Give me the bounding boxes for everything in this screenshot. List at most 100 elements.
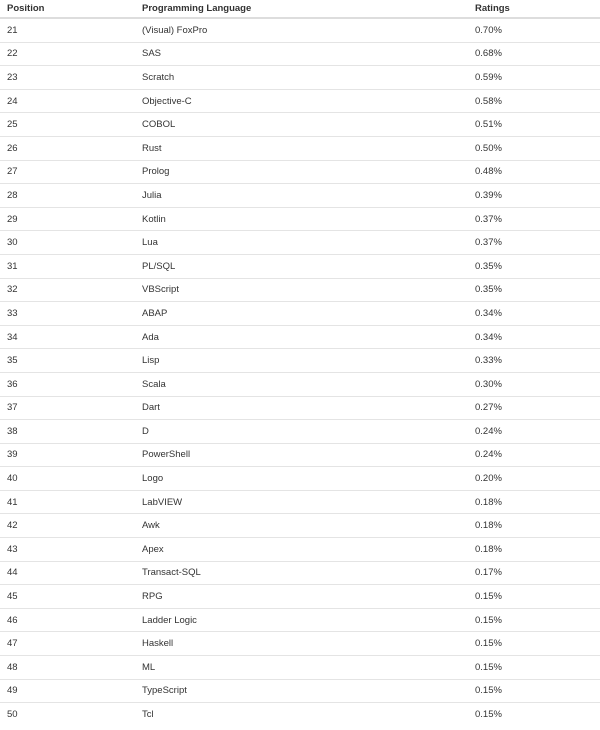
position-cell: 40 — [0, 466, 135, 491]
table-row: 31 PL/SQL 0.35% — [0, 253, 600, 279]
rating-cell: 0.20% — [468, 466, 600, 491]
position-cell: 49 — [0, 678, 135, 703]
table-row: 26 Rust 0.50% — [0, 135, 600, 161]
position-cell: 35 — [0, 348, 135, 373]
position-cell: 37 — [0, 395, 135, 420]
language-cell: TypeScript — [135, 678, 468, 703]
table-row: 37 Dart 0.27% — [0, 395, 600, 420]
table-row: 22 SAS 0.68% — [0, 41, 600, 66]
table-row: 39 PowerShell 0.24% — [0, 442, 600, 467]
position-cell: 50 — [0, 702, 135, 726]
rating-cell: 0.59% — [468, 65, 600, 90]
language-cell: Tcl — [135, 702, 468, 726]
table-row: 23 Scratch 0.59% — [0, 65, 600, 90]
rating-cell: 0.18% — [468, 489, 600, 514]
table-row: 47 Haskell 0.15% — [0, 631, 600, 656]
rating-cell: 0.68% — [468, 41, 600, 66]
position-cell: 32 — [0, 277, 135, 302]
table-row: 43 Apex 0.18% — [0, 537, 600, 562]
table-row: 42 Awk 0.18% — [0, 513, 600, 538]
table-header: Position Programming Language Ratings — [0, 0, 600, 19]
table-row: 44 Transact-SQL 0.17% — [0, 560, 600, 585]
language-cell: ML — [135, 655, 468, 680]
rating-cell: 0.39% — [468, 183, 600, 208]
column-header: Ratings — [468, 0, 600, 19]
position-cell: 31 — [0, 253, 135, 279]
rating-cell: 0.15% — [468, 584, 600, 609]
language-cell: Prolog — [135, 159, 468, 184]
language-cell: Lua — [135, 230, 468, 255]
header-row: Position Programming Language Ratings — [0, 0, 600, 19]
column-header: Position — [0, 0, 135, 19]
rating-cell: 0.58% — [468, 88, 600, 113]
rating-cell: 0.37% — [468, 206, 600, 231]
table-row: 49 TypeScript 0.15% — [0, 678, 600, 703]
language-cell: Dart — [135, 395, 468, 420]
position-cell: 39 — [0, 442, 135, 467]
language-cell: RPG — [135, 584, 468, 609]
table-row: 35 Lisp 0.33% — [0, 348, 600, 373]
rating-cell: 0.15% — [468, 678, 600, 703]
position-cell: 33 — [0, 301, 135, 326]
language-cell: Scratch — [135, 65, 468, 90]
rating-cell: 0.50% — [468, 135, 600, 161]
position-cell: 41 — [0, 489, 135, 514]
language-cell: Logo — [135, 466, 468, 491]
table-row: 32 VBScript 0.35% — [0, 277, 600, 302]
rating-cell: 0.34% — [468, 324, 600, 349]
position-cell: 34 — [0, 324, 135, 349]
rating-cell: 0.15% — [468, 702, 600, 726]
table-row: 41 LabVIEW 0.18% — [0, 489, 600, 514]
language-cell: ABAP — [135, 301, 468, 326]
position-cell: 25 — [0, 112, 135, 137]
language-cell: Julia — [135, 183, 468, 208]
language-cell: COBOL — [135, 112, 468, 137]
table-row: 50 Tcl 0.15% — [0, 702, 600, 726]
rating-cell: 0.51% — [468, 112, 600, 137]
table-row: 21 (Visual) FoxPro 0.70% — [0, 17, 600, 43]
language-cell: Objective-C — [135, 88, 468, 113]
language-cell: VBScript — [135, 277, 468, 302]
language-cell: Apex — [135, 537, 468, 562]
rating-cell: 0.35% — [468, 277, 600, 302]
rating-cell: 0.24% — [468, 442, 600, 467]
language-cell: Rust — [135, 135, 468, 161]
language-cell: Scala — [135, 371, 468, 396]
table-row: 46 Ladder Logic 0.15% — [0, 607, 600, 632]
rating-cell: 0.15% — [468, 607, 600, 632]
language-cell: Ada — [135, 324, 468, 349]
language-cell: Awk — [135, 513, 468, 538]
position-cell: 21 — [0, 17, 135, 43]
language-cell: Ladder Logic — [135, 607, 468, 632]
table-row: 48 ML 0.15% — [0, 655, 600, 680]
rating-cell: 0.15% — [468, 631, 600, 656]
rating-cell: 0.27% — [468, 395, 600, 420]
position-cell: 36 — [0, 371, 135, 396]
table-row: 27 Prolog 0.48% — [0, 159, 600, 184]
position-cell: 48 — [0, 655, 135, 680]
rating-cell: 0.18% — [468, 513, 600, 538]
table-body: 21 (Visual) FoxPro 0.70% 22 SAS 0.68% 23 Scratc… — [0, 17, 600, 726]
position-cell: 27 — [0, 159, 135, 184]
language-cell: PL/SQL — [135, 253, 468, 279]
language-cell: (Visual) FoxPro — [135, 17, 468, 43]
position-cell: 47 — [0, 631, 135, 656]
language-cell: PowerShell — [135, 442, 468, 467]
position-cell: 22 — [0, 41, 135, 66]
table-row: 28 Julia 0.39% — [0, 183, 600, 208]
column-header: Programming Language — [135, 0, 468, 19]
language-cell: Haskell — [135, 631, 468, 656]
position-cell: 43 — [0, 537, 135, 562]
position-cell: 23 — [0, 65, 135, 90]
rating-cell: 0.18% — [468, 537, 600, 562]
position-cell: 42 — [0, 513, 135, 538]
table-row: 34 Ada 0.34% — [0, 324, 600, 349]
rating-cell: 0.30% — [468, 371, 600, 396]
rating-cell: 0.15% — [468, 655, 600, 680]
rating-cell: 0.35% — [468, 253, 600, 279]
position-cell: 29 — [0, 206, 135, 231]
table-row: 30 Lua 0.37% — [0, 230, 600, 255]
rating-cell: 0.17% — [468, 560, 600, 585]
